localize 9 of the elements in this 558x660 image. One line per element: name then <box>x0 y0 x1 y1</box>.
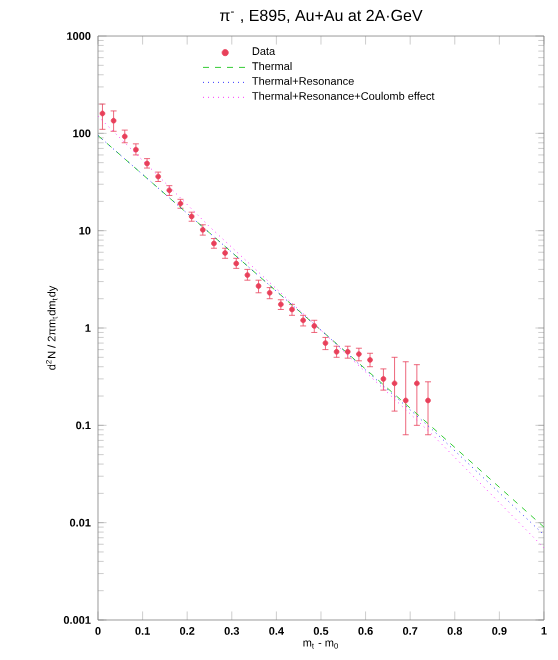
point <box>367 357 373 363</box>
point <box>414 380 420 387</box>
point <box>425 397 431 404</box>
point <box>402 397 409 404</box>
chart-title: π$^{-}$ , E895, Au+Au at 2A·GeV <box>219 9 423 23</box>
point <box>380 376 387 382</box>
point <box>99 110 106 117</box>
point <box>391 380 398 387</box>
point <box>110 117 117 124</box>
